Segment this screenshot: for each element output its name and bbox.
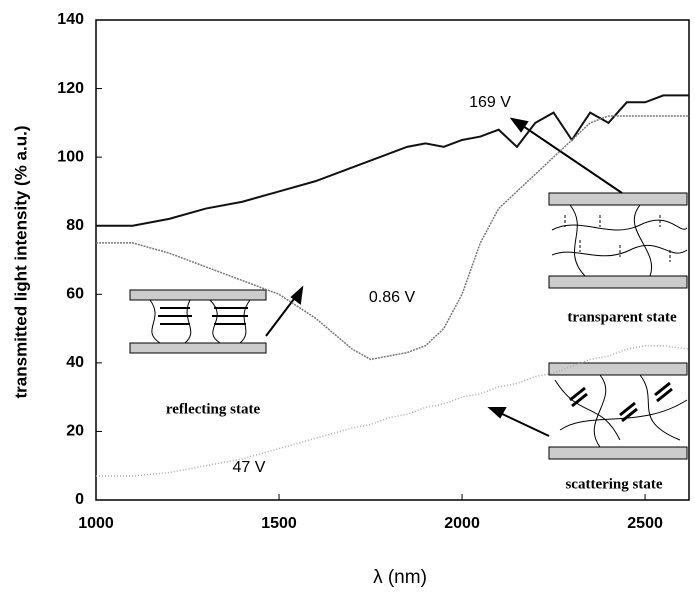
y-tick-label: 120 xyxy=(57,80,84,97)
annotation: reflecting state xyxy=(166,401,261,417)
x-tick-label: 2500 xyxy=(627,515,663,532)
y-axis-label: transmitted light intensity (% a.u.) xyxy=(11,126,30,399)
y-tick-label: 140 xyxy=(57,11,84,28)
inset-transparent xyxy=(549,193,687,288)
inset-reflecting xyxy=(130,290,266,353)
x-tick-label: 2000 xyxy=(444,515,480,532)
inset-scattering xyxy=(549,363,687,459)
y-tick-label: 80 xyxy=(66,217,84,234)
annotation: transparent state xyxy=(567,309,677,325)
series-label: 0.86 V xyxy=(369,289,416,306)
x-axis-label: λ (nm) xyxy=(373,567,427,588)
y-tick-label: 100 xyxy=(57,148,84,165)
chart: λ (nm) transmitted light intensity (% a.… xyxy=(0,0,695,594)
x-tick-label: 1000 xyxy=(78,515,114,532)
annotation: scattering state xyxy=(565,476,662,492)
y-tick-label: 40 xyxy=(66,354,84,371)
series-line xyxy=(96,95,689,225)
plot-frame xyxy=(96,20,689,500)
series-label: 169 V xyxy=(469,94,511,111)
y-tick-label: 0 xyxy=(75,491,84,508)
y-tick-label: 60 xyxy=(66,286,84,303)
x-tick-label: 1500 xyxy=(261,515,297,532)
series-label: 47 V xyxy=(233,459,266,476)
y-tick-label: 20 xyxy=(66,423,84,440)
